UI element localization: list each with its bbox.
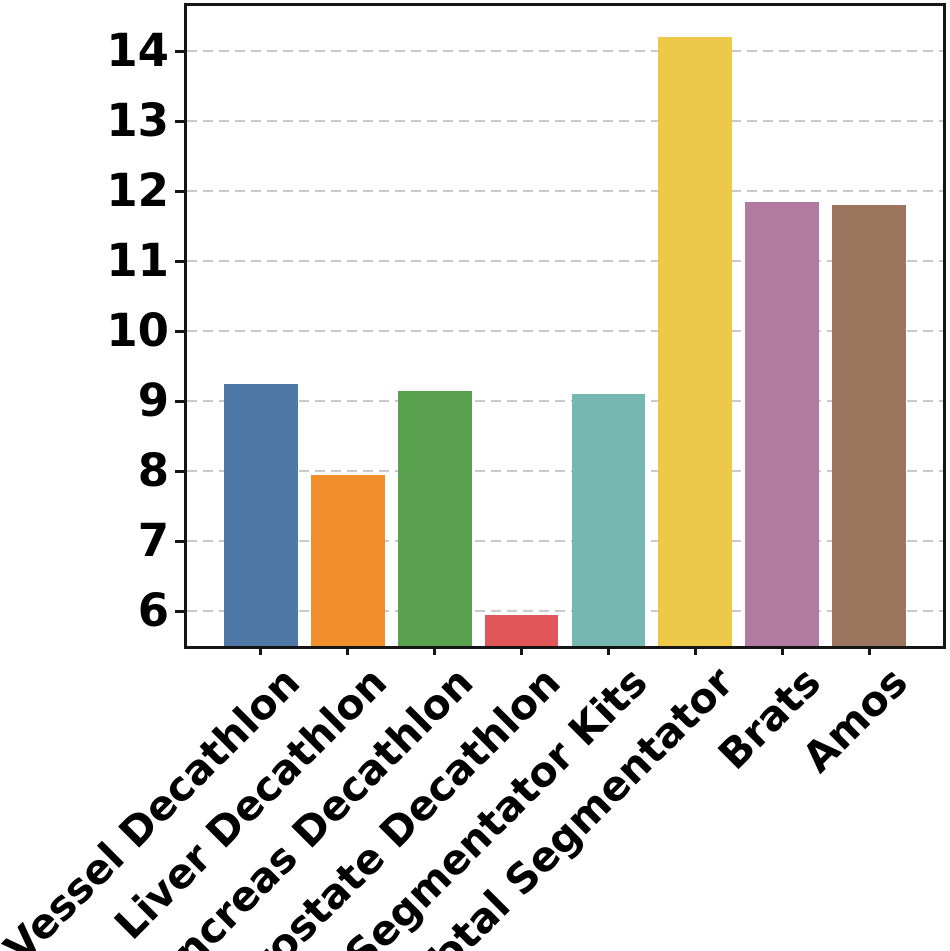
xtick-pancreas-decathlon (433, 646, 437, 655)
ytick-label-6: 6 (137, 584, 169, 638)
gridline-y-14 (187, 50, 943, 53)
bar-pancreas-decathlon (397, 390, 472, 646)
bar-liver-decathlon (310, 474, 385, 646)
ytick-11 (175, 259, 184, 263)
bar-vessel-decathlon (223, 383, 298, 646)
plot-area (184, 3, 946, 649)
ytick-12 (175, 189, 184, 193)
ytick-9 (175, 399, 184, 403)
gridline-y-8 (187, 470, 943, 473)
ytick-label-9: 9 (137, 374, 169, 428)
bar-segmentator-kits (571, 394, 646, 646)
ytick-8 (175, 469, 184, 473)
gridline-y-10 (187, 330, 943, 333)
ytick-label-13: 13 (106, 94, 169, 148)
ytick-label-10: 10 (106, 304, 169, 358)
gridline-y-13 (187, 120, 943, 123)
gridline-y-12 (187, 190, 943, 193)
bar-brats (745, 201, 820, 646)
ytick-label-8: 8 (137, 444, 169, 498)
bar-total-segmentator (658, 37, 733, 646)
ytick-label-14: 14 (106, 24, 169, 78)
ytick-13 (175, 119, 184, 123)
ytick-10 (175, 329, 184, 333)
ytick-7 (175, 539, 184, 543)
bar-amos (832, 205, 907, 646)
xtick-amos (867, 646, 871, 655)
xtick-brats (780, 646, 784, 655)
xtick-vessel-decathlon (259, 646, 263, 655)
xtick-segmentator-kits (606, 646, 610, 655)
gridline-y-9 (187, 400, 943, 403)
ytick-label-11: 11 (106, 234, 169, 288)
bar-prostate-decathlon (484, 614, 559, 646)
xtick-liver-decathlon (346, 646, 350, 655)
gridline-y-7 (187, 540, 943, 543)
gridline-y-11 (187, 260, 943, 263)
ytick-6 (175, 609, 184, 613)
ytick-label-12: 12 (106, 164, 169, 218)
gridline-y-6 (187, 610, 943, 613)
ytick-label-7: 7 (137, 514, 169, 568)
xtick-total-segmentator (693, 646, 697, 655)
ytick-14 (175, 49, 184, 53)
xtick-prostate-decathlon (520, 646, 524, 655)
